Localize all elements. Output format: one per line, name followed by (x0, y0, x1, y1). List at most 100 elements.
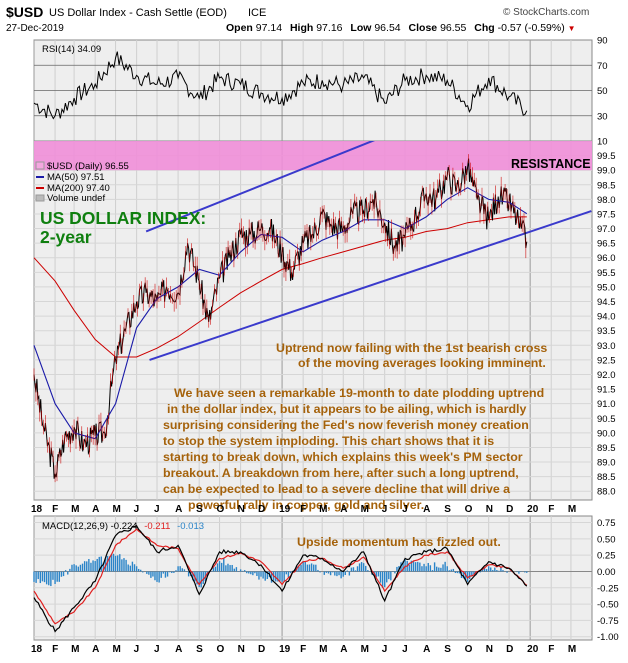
rsi-legend: RSI(14) 34.09 (42, 44, 101, 55)
macd-legend: MACD(12,26,9) -0.224 -0.211 -0.013 (42, 521, 204, 532)
macd-signal-line (33, 528, 528, 625)
x-tick-label: 18 (31, 644, 43, 655)
price-tick-label: 96.0 (597, 253, 616, 264)
high-label: High (290, 22, 313, 34)
commentary-line-2: in the dollar index, but it appears to b… (167, 402, 526, 416)
x-tick-label: 19 (279, 504, 291, 515)
x-tick-label: M (568, 644, 576, 655)
price-tick-label: 99.5 (597, 151, 616, 162)
x-tick-label: M (113, 504, 121, 515)
price-line (33, 158, 528, 479)
channel-upper-line (145, 141, 376, 233)
price-tick-label: 92.0 (597, 370, 616, 381)
ohlc-readout: Open 97.14 High 97.16 Low 96.54 Close 96… (226, 22, 576, 34)
commentary-line-1: We have seen a remarkable 19-month to da… (174, 386, 544, 400)
commentary-line-4: to stop the system imploding. This chart… (163, 434, 494, 448)
x-tick-label: D (506, 644, 513, 655)
macd-legend-label: MACD(12,26,9) (42, 521, 108, 532)
x-tick-label: 19 (279, 644, 291, 655)
open-label: Open (226, 22, 253, 34)
price-tick-label: 94.0 (597, 312, 616, 323)
x-tick-label: D (506, 504, 513, 515)
price-tick-label: 90.0 (597, 428, 616, 439)
x-tick-label: F (548, 504, 554, 515)
x-tick-label: J (154, 504, 160, 515)
ma50-line (33, 187, 528, 440)
price-tick-label: 92.5 (597, 355, 616, 366)
volume-legend-entry: Volume undef (47, 193, 105, 204)
channel-lower-line (149, 210, 592, 361)
price-tick-label: 94.5 (597, 297, 616, 308)
x-tick-label: M (71, 644, 79, 655)
x-tick-label: 18 (31, 504, 43, 515)
uptrend-note-line-1: Uptrend now failing with the 1st bearish… (276, 341, 547, 355)
commentary-line-3: surprising considering the Fed's now fev… (163, 418, 529, 432)
commentary-line-6: breakout. A breakdown from here, after s… (163, 466, 519, 480)
rsi-panel: 90 70 50 30 10 RSI(14) 34.09 (33, 36, 608, 148)
x-tick-label: M (361, 644, 369, 655)
macd-tick-label: 0.25 (597, 551, 616, 562)
price-grid (33, 141, 592, 500)
chart-subtitle: 2-year (40, 227, 92, 247)
chg-down-icon: ▼ (568, 24, 576, 33)
price-tick-label: 93.0 (597, 341, 616, 352)
x-tick-label: J (382, 644, 388, 655)
commentary-line-8: powerful rally in copper, gold and silve… (188, 498, 424, 512)
chg-label: Chg (474, 22, 494, 34)
x-tick-label: 20 (527, 504, 539, 515)
x-tick-label: F (300, 644, 306, 655)
price-tick-label: 98.5 (597, 180, 616, 191)
x-tick-label: A (340, 644, 347, 655)
x-tick-label: S (444, 644, 451, 655)
high-value: 97.16 (316, 22, 342, 34)
price-tick-label: 89.0 (597, 458, 616, 469)
price-tick-label: 97.5 (597, 209, 616, 220)
x-tick-label: J (134, 504, 140, 515)
x-tick-label: A (423, 504, 430, 515)
x-tick-label: M (113, 644, 121, 655)
low-label: Low (350, 22, 372, 34)
price-tick-label: 89.5 (597, 443, 616, 454)
macd-tick-label: 0.00 (597, 567, 616, 578)
x-tick-label: N (238, 504, 245, 515)
x-tick-label: M (361, 504, 369, 515)
price-tick-label: 95.0 (597, 282, 616, 293)
close-value: 96.55 (440, 22, 466, 34)
price-tick-label: 96.5 (597, 239, 616, 250)
rsi-tick-label: 10 (597, 137, 608, 148)
x-tick-label: S (444, 504, 451, 515)
x-tick-label: F (52, 644, 58, 655)
price-tick-label: 90.5 (597, 414, 616, 425)
x-tick-label: J (402, 644, 408, 655)
macd-legend-hist: -0.013 (177, 521, 204, 532)
price-x-axis: 18 F M A M J J A S O N D 19 F M A M J J A S O N D 20 F M (31, 504, 576, 515)
price-tick-label: 99.0 (597, 166, 616, 177)
low-value: 96.54 (374, 22, 400, 34)
x-tick-label: S (196, 644, 203, 655)
x-tick-label: A (92, 644, 99, 655)
exchange: ICE (248, 7, 266, 19)
rsi-tick-label: 90 (597, 36, 608, 47)
macd-tick-label: -1.00 (597, 632, 619, 643)
x-tick-label: J (382, 504, 388, 515)
price-range-bars (33, 154, 527, 483)
price-panel: RESISTANCE 99.599.098.598.097.597.096.59… (33, 140, 616, 512)
x-tick-label: A (92, 504, 99, 515)
watermark: © StockCharts.com (503, 7, 589, 18)
macd-note: Upside momentum has fizzled out. (297, 535, 501, 549)
macd-legend-macd: -0.224 (111, 521, 138, 532)
price-legend-entry: $USD (Daily) 96.55 (47, 161, 129, 172)
x-tick-label: O (217, 504, 225, 515)
x-tick-label: D (258, 644, 265, 655)
macd-x-axis: 18 F M A M J J A S O N D 19 F M A M J J A S O N D 20 F M (31, 644, 576, 655)
price-tick-label: 88.0 (597, 487, 616, 498)
x-tick-label: 20 (527, 644, 539, 655)
x-tick-label: M (71, 504, 79, 515)
x-tick-label: S (196, 504, 203, 515)
x-tick-label: A (423, 644, 430, 655)
price-tick-label: 88.5 (597, 472, 616, 483)
chart-date: 27-Dec-2019 (6, 23, 64, 34)
x-tick-label: N (486, 504, 493, 515)
chg-value: -0.57 (-0.59%) (498, 22, 565, 34)
price-legend-swatch (35, 161, 45, 170)
